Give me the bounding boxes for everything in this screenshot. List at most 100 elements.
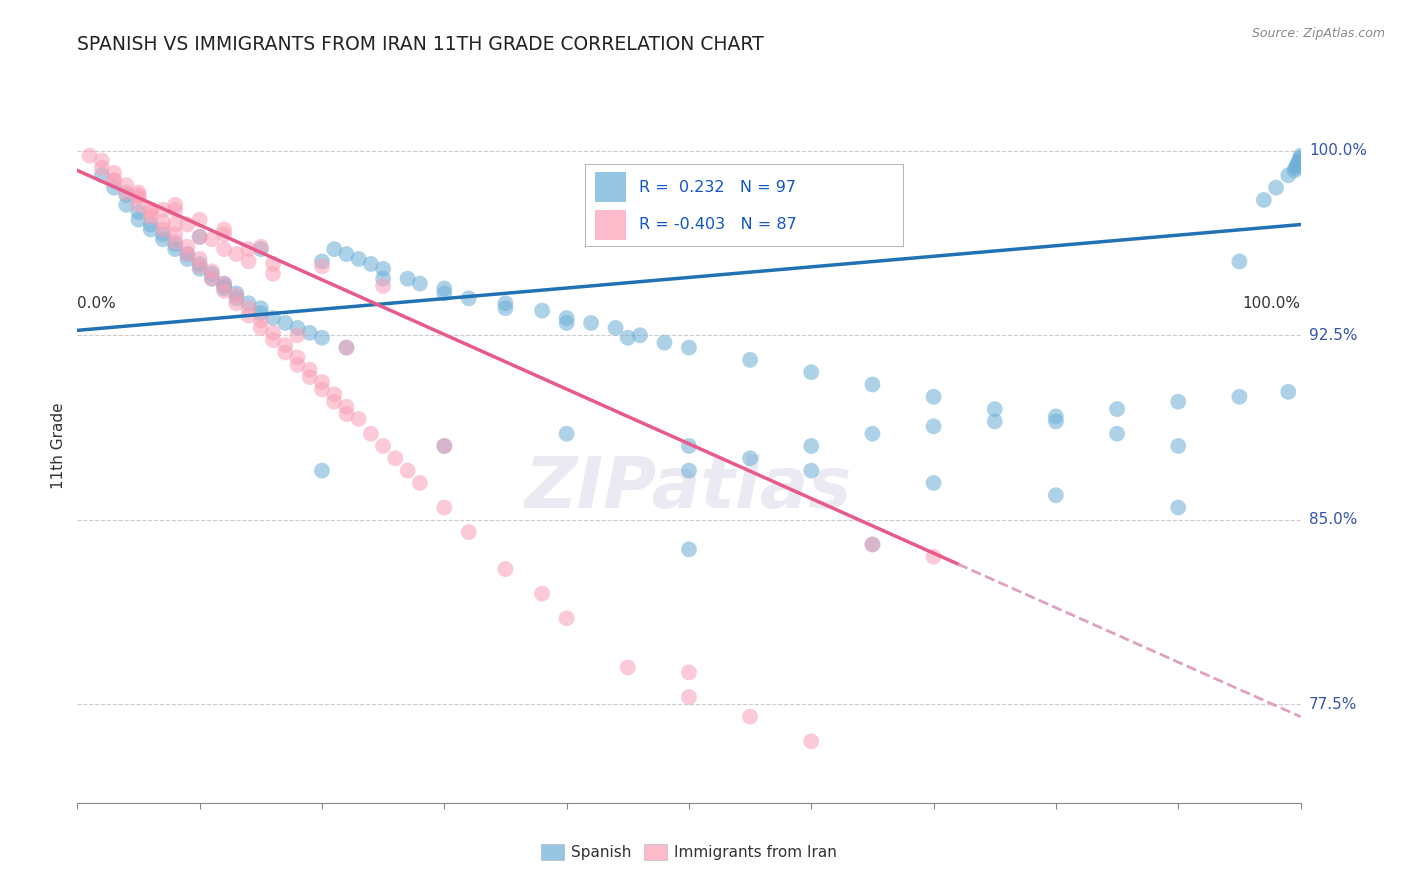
Point bbox=[311, 464, 333, 478]
Point bbox=[678, 464, 700, 478]
Point bbox=[740, 451, 762, 466]
Point bbox=[800, 734, 823, 748]
Point bbox=[165, 237, 187, 252]
Text: SPANISH VS IMMIGRANTS FROM IRAN 11TH GRADE CORRELATION CHART: SPANISH VS IMMIGRANTS FROM IRAN 11TH GRA… bbox=[77, 35, 763, 54]
Point bbox=[495, 301, 517, 316]
Point bbox=[212, 281, 235, 295]
Point bbox=[1107, 426, 1129, 441]
Point bbox=[127, 190, 149, 204]
Point bbox=[335, 407, 357, 421]
Point bbox=[628, 328, 651, 343]
Point bbox=[1285, 161, 1308, 175]
Point bbox=[274, 338, 297, 352]
Point bbox=[127, 188, 149, 202]
Point bbox=[922, 390, 945, 404]
Point bbox=[188, 257, 211, 271]
Point bbox=[188, 260, 211, 274]
Point bbox=[433, 281, 456, 295]
Point bbox=[152, 215, 174, 229]
Point bbox=[212, 279, 235, 293]
Point bbox=[287, 351, 309, 365]
Point bbox=[176, 240, 198, 254]
Y-axis label: 11th Grade: 11th Grade bbox=[51, 402, 66, 490]
Point bbox=[127, 186, 149, 200]
Point bbox=[262, 333, 284, 347]
Point bbox=[165, 198, 187, 212]
Point bbox=[555, 426, 578, 441]
Point bbox=[262, 267, 284, 281]
Point bbox=[922, 419, 945, 434]
Point bbox=[103, 173, 125, 187]
Point bbox=[201, 271, 224, 285]
Text: 0.0%: 0.0% bbox=[77, 296, 117, 311]
Point bbox=[115, 178, 138, 193]
Point bbox=[188, 212, 211, 227]
Point bbox=[555, 311, 578, 326]
Point bbox=[127, 198, 149, 212]
Point bbox=[1167, 500, 1189, 515]
Point bbox=[176, 247, 198, 261]
Point bbox=[740, 352, 762, 367]
Point bbox=[274, 316, 297, 330]
Point bbox=[176, 252, 198, 266]
Point bbox=[176, 218, 198, 232]
Point bbox=[225, 289, 247, 303]
Point bbox=[335, 247, 357, 261]
Point bbox=[90, 161, 112, 175]
Text: 100.0%: 100.0% bbox=[1243, 296, 1301, 311]
Point bbox=[139, 210, 162, 224]
Point bbox=[212, 284, 235, 298]
Point bbox=[250, 313, 273, 327]
Point bbox=[433, 439, 456, 453]
Point bbox=[1286, 156, 1309, 170]
Point bbox=[555, 611, 578, 625]
Point bbox=[433, 439, 456, 453]
Point bbox=[139, 205, 162, 219]
Point bbox=[298, 370, 321, 384]
Point bbox=[238, 309, 260, 323]
Point bbox=[201, 271, 224, 285]
Point bbox=[678, 542, 700, 557]
Point bbox=[212, 242, 235, 256]
Point bbox=[311, 375, 333, 389]
Point bbox=[1107, 402, 1129, 417]
Point bbox=[409, 277, 432, 291]
Point bbox=[1289, 148, 1312, 162]
Point bbox=[323, 387, 346, 401]
Point bbox=[201, 267, 224, 281]
Point bbox=[103, 166, 125, 180]
Point bbox=[311, 260, 333, 274]
Point bbox=[212, 222, 235, 236]
Point bbox=[201, 264, 224, 278]
Point bbox=[371, 279, 394, 293]
Point bbox=[1229, 254, 1251, 268]
Point bbox=[678, 665, 700, 680]
Point bbox=[139, 222, 162, 236]
Point bbox=[678, 690, 700, 704]
Point bbox=[103, 173, 125, 187]
Point bbox=[360, 426, 382, 441]
Point bbox=[212, 227, 235, 242]
Point bbox=[335, 341, 357, 355]
Point bbox=[298, 362, 321, 376]
Point bbox=[984, 414, 1007, 428]
Point bbox=[1045, 488, 1067, 502]
Point bbox=[298, 326, 321, 340]
Point bbox=[250, 242, 273, 256]
Point bbox=[371, 271, 394, 285]
Point bbox=[139, 218, 162, 232]
Point bbox=[262, 257, 284, 271]
Point bbox=[347, 412, 370, 426]
Point bbox=[238, 242, 260, 256]
Point bbox=[311, 254, 333, 268]
Point bbox=[1277, 169, 1299, 183]
Point bbox=[495, 562, 517, 576]
Point bbox=[165, 242, 187, 256]
Point bbox=[262, 311, 284, 326]
Point bbox=[1167, 394, 1189, 409]
Point bbox=[1284, 163, 1306, 178]
Point bbox=[287, 321, 309, 335]
Text: 85.0%: 85.0% bbox=[1309, 512, 1357, 527]
Point bbox=[1265, 180, 1288, 194]
Point bbox=[531, 587, 554, 601]
